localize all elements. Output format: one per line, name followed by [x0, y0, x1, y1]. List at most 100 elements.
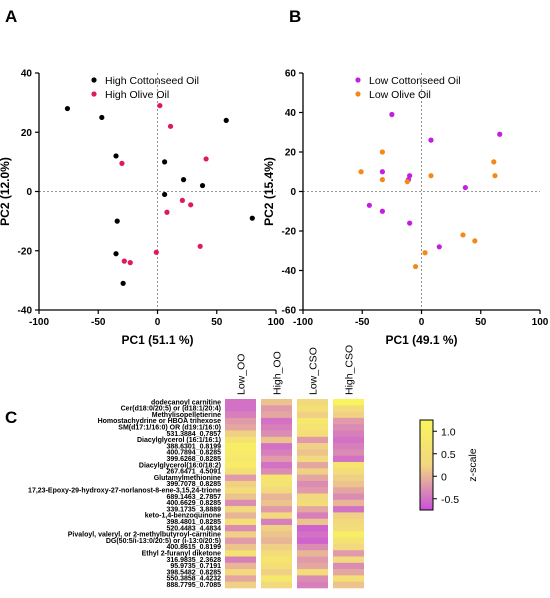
scatter-b-point — [379, 149, 385, 155]
heatmap-row-label: 316.9835_2.3628 — [167, 557, 222, 564]
heatmap-cell — [297, 399, 328, 406]
heatmap-cell — [333, 436, 364, 444]
scatter-b-point — [422, 250, 428, 256]
heatmap-cell — [261, 562, 292, 570]
scatter-a-point — [64, 105, 71, 112]
scatter-a-point — [121, 258, 127, 264]
heatmap-cell — [261, 512, 292, 519]
scatter-b-x-tick-label: -50 — [355, 317, 370, 328]
heatmap-cell — [225, 462, 256, 469]
heatmap-row-label: 339.1735_3.8889 — [167, 506, 222, 513]
heatmap-cell — [225, 556, 256, 564]
scatter-a-point — [164, 209, 170, 215]
heatmap-cell — [333, 405, 364, 412]
scatter-b-y-tick-label: -20 — [282, 227, 297, 238]
scatter-b-legend-label: Low Cottonseed Oil — [369, 75, 461, 87]
heatmap-cell — [261, 575, 292, 582]
scatter-a-point — [120, 280, 126, 286]
heatmap-cell — [333, 518, 364, 526]
heatmap-cell — [333, 537, 364, 545]
scatter-a-point — [114, 218, 120, 224]
scatter-a-y-tick-label: -20 — [18, 246, 33, 257]
heatmap-row-label: Methylisopelletierine — [152, 412, 221, 419]
heatmap-cell — [297, 443, 328, 450]
scatter-b-point — [404, 179, 410, 185]
scatter-a-point — [197, 243, 203, 249]
heatmap-cell — [333, 462, 364, 469]
scatter-b-x-tick-label: -100 — [293, 317, 313, 328]
scatter-a-point — [180, 177, 187, 183]
heatmap-cell — [297, 449, 328, 456]
scatter-b-y-tick-label: 0 — [290, 187, 296, 198]
heatmap-cell — [333, 512, 364, 519]
heatmap-cell — [261, 499, 292, 507]
heatmap-cell — [297, 575, 328, 582]
heatmap-cell — [297, 543, 328, 551]
heatmap-cell — [333, 493, 364, 501]
heatmap-cell — [225, 506, 256, 513]
scatter-a-x-tick-label: 50 — [211, 317, 223, 328]
heatmap-cell — [261, 550, 292, 557]
heatmap-cell — [297, 499, 328, 507]
heatmap-cell — [261, 506, 292, 513]
heatmap-cell — [225, 537, 256, 545]
heatmap-row-label: 550.3858_4.4232 — [167, 576, 222, 583]
heatmap-cell — [225, 449, 256, 456]
heatmap-cell — [225, 399, 256, 406]
heatmap-cell — [333, 550, 364, 557]
heatmap-cell — [261, 411, 292, 419]
scatter-a-point — [203, 156, 209, 162]
heatmap-row-label: 95.9735_0.7191 — [170, 563, 221, 570]
heatmap-cell — [261, 556, 292, 564]
heatmap-row-label: 400.7894_0.8285 — [167, 450, 222, 457]
scatter-a-point — [188, 202, 194, 208]
heatmap-cell — [333, 525, 364, 532]
heatmap-cell — [297, 474, 328, 482]
heatmap-cell — [333, 417, 364, 425]
scatter-b-y-tick-label: 20 — [285, 148, 297, 159]
heatmap-row-label: Diacylglycerol (16:1/16:1) — [137, 437, 221, 444]
heatmap-cell — [225, 575, 256, 582]
scatter-a-legend-marker — [91, 77, 97, 83]
heatmap-cell — [225, 474, 256, 482]
heatmap-cell — [261, 487, 292, 494]
heatmap-cell — [333, 499, 364, 507]
heatmap-cell — [333, 399, 364, 406]
scatter-a-y-tick-label: 0 — [26, 187, 32, 198]
heatmap-cell — [225, 405, 256, 412]
heatmap-row-label: 267.6471_4.5091 — [167, 469, 222, 476]
scatter-b-point — [491, 159, 497, 165]
scatter-a-point — [119, 160, 125, 166]
heatmap-row-label: 689.1463_2.7857 — [167, 494, 222, 501]
heatmap: Low_OO High_OO Low_CSO High_CSO dodecanoyl c… — [28, 345, 479, 589]
heatmap-cell — [297, 581, 328, 589]
scatter-a-y-tick-label: 20 — [21, 128, 33, 139]
heatmap-cell — [297, 556, 328, 564]
heatmap-cell — [333, 581, 364, 589]
scatter-b-point — [389, 111, 395, 118]
heatmap-cell — [297, 493, 328, 501]
scatter-a-point — [223, 117, 229, 123]
heatmap-cell — [297, 411, 328, 419]
heatmap-row-label: Ethyl 2-furanyl diketone — [142, 551, 221, 558]
scatter-b-y-tick-label: -40 — [282, 266, 297, 277]
heatmap-cell — [225, 443, 256, 450]
heatmap-row-label: Glutamylmethionine — [154, 475, 221, 482]
scatter-b-point — [407, 220, 413, 226]
colorbar-tick-label: 0.5 — [441, 449, 456, 461]
scatter-a-x-tick-label: 100 — [268, 317, 285, 328]
heatmap-cell — [261, 430, 292, 438]
scatter-b-point — [472, 238, 478, 244]
heatmap-cell — [261, 474, 292, 482]
heatmap-row-label: Homostachydrine or HBOA trihexose — [98, 418, 222, 425]
heatmap-cell — [261, 493, 292, 501]
heatmap-cell — [225, 581, 256, 589]
heatmap-cell — [261, 405, 292, 412]
heatmap-cell — [225, 543, 256, 551]
heatmap-cell — [261, 449, 292, 456]
heatmap-cell — [225, 531, 256, 538]
heatmap-cell — [333, 430, 364, 438]
colorbar-label: z-scale — [467, 448, 479, 481]
heatmap-row-label: 400.8615_0.8199 — [167, 544, 222, 551]
scatter-b-legend-marker — [355, 91, 361, 97]
